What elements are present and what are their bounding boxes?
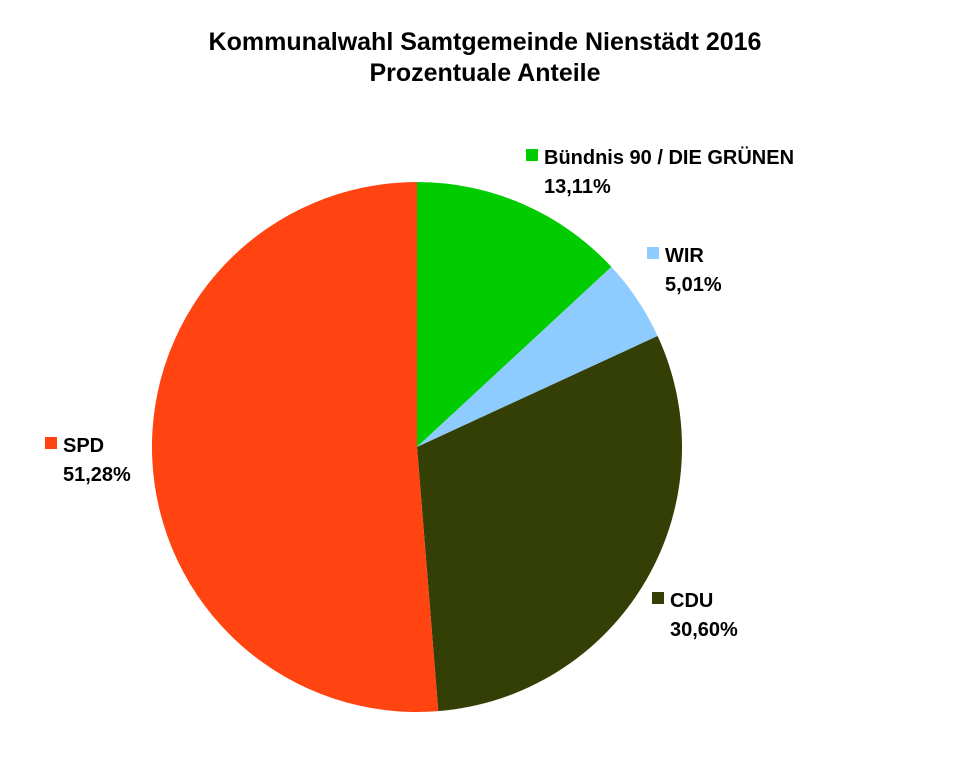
- slice-label-name-cdu: CDU: [670, 590, 713, 612]
- label-marker-wir: [647, 247, 659, 259]
- label-marker-cdu: [652, 592, 664, 604]
- pie-slice-b-ndnis-90-die-gr-nen: [417, 181, 612, 447]
- slice-label-value-b-ndnis-90-die-gr-nen: 13,11%: [544, 176, 611, 198]
- chart-subtitle: Prozentuale Anteile: [369, 59, 600, 87]
- label-marker-b-ndnis-90-die-gr-nen: [526, 149, 538, 161]
- pie-slice-cdu: [417, 335, 682, 712]
- label-marker-spd: [45, 437, 57, 449]
- slice-label-name-b-ndnis-90-die-gr-nen: Bündnis 90 / DIE GRÜNEN: [544, 146, 794, 169]
- pie-slice-spd: [151, 181, 439, 712]
- slice-label-name-spd: SPD: [63, 435, 104, 457]
- pie-slices: [151, 181, 682, 712]
- slice-label-name-wir: WIR: [665, 245, 704, 267]
- slice-label-value-cdu: 30,60%: [670, 619, 738, 641]
- pie-slice-wir: [417, 266, 658, 447]
- slice-label-value-spd: 51,28%: [63, 464, 131, 486]
- chart-title: Kommunalwahl Samtgemeinde Nienstädt 2016: [209, 28, 762, 56]
- slice-label-value-wir: 5,01%: [665, 274, 722, 296]
- pie-data-labels: Bündnis 90 / DIE GRÜNEN 13,11% WIR 5,01% CDU…: [45, 146, 794, 641]
